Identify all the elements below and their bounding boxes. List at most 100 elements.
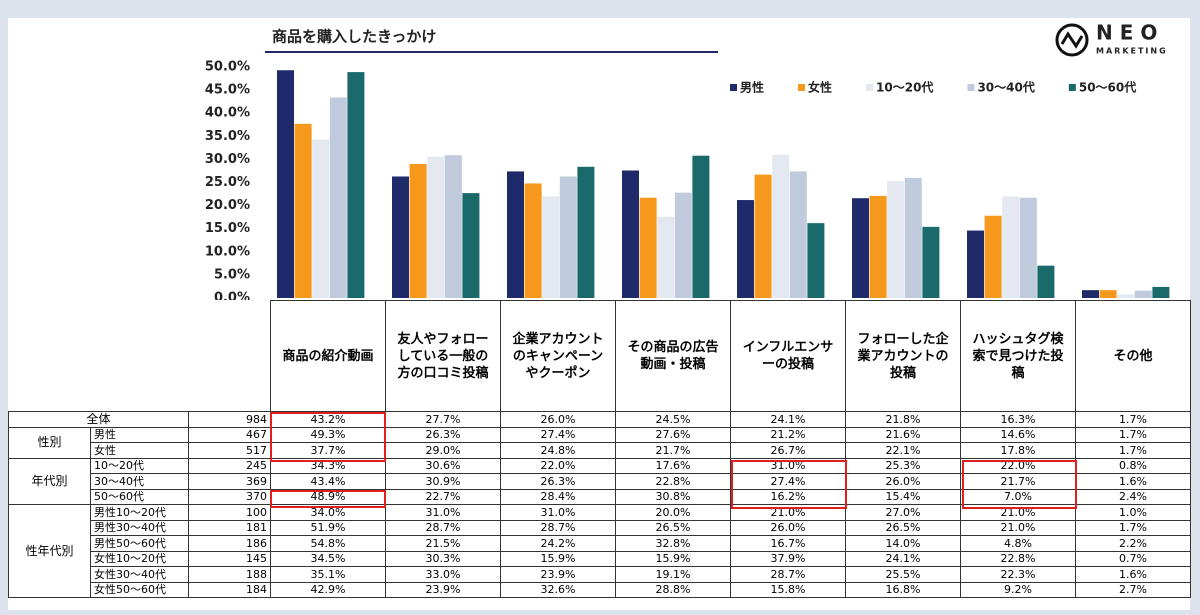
bar (922, 226, 940, 298)
value-cell: 14.6% (960, 426, 1076, 443)
value-cell: 28.7% (730, 566, 846, 583)
bar (1037, 265, 1055, 298)
bar (869, 195, 887, 298)
value-cell: 4.8% (960, 535, 1076, 552)
bar (692, 155, 710, 298)
bar (789, 171, 807, 298)
legend-label: 50～60代 (1079, 80, 1136, 95)
bar (1134, 290, 1152, 298)
table-row: 全体 984 43.2% 27.7% 26.0% 24.5% 24.1% 21.8% 16.3%… (8, 411, 1191, 428)
group-label: 性別 (8, 426, 91, 459)
legend-label: 30～40代 (977, 80, 1034, 95)
highlight-box (731, 460, 847, 509)
bar (622, 170, 639, 298)
header-cell: その他 (1075, 300, 1191, 412)
table-row: 女性10～20代 145 34.5% 30.3% 15.9% 15.9% 37.9% 24.1… (9, 550, 1191, 567)
value-cell: 19.1% (615, 566, 731, 583)
legend-label: 男性 (740, 80, 764, 95)
bar (559, 176, 577, 298)
value-cell: 26.7% (730, 442, 846, 459)
y-tick-label: 40.0% (205, 106, 250, 121)
value-cell: 54.8% (270, 535, 386, 552)
bar (674, 192, 692, 298)
table-row: 男性50～60代 186 54.8% 21.5% 24.2% 32.8% 16.7% 14.0… (9, 535, 1191, 552)
header-cell: インフルエンサーの投稿 (730, 300, 846, 412)
value-cell: 1.7% (1075, 519, 1191, 536)
row-label: 男性10～20代 (90, 504, 189, 521)
value-cell: 28.7% (500, 519, 616, 536)
blank-cell (91, 301, 189, 412)
value-cell: 22.3% (960, 566, 1076, 583)
value-cell: 22.7% (385, 488, 501, 505)
value-cell: 16.3% (960, 411, 1076, 428)
row-label: 女性10～20代 (90, 550, 189, 567)
value-cell: 15.8% (730, 581, 846, 598)
group-label: 年代別 (8, 457, 91, 505)
logo-sub: MARKETING (1096, 47, 1168, 56)
bar (967, 230, 984, 298)
data-table: 商品の紹介動画 友人やフォローしている一般の方の口コミ投稿 企業アカウントのキャンペ… (8, 300, 1191, 598)
value-cell: 30.3% (385, 550, 501, 567)
value-cell: 2.4% (1075, 488, 1191, 505)
row-label: 50～60代 (90, 488, 189, 505)
value-cell: 24.1% (845, 550, 961, 567)
logo-icon-mark (1060, 31, 1084, 49)
value-cell: 24.5% (615, 411, 731, 428)
bar (984, 215, 1002, 298)
value-cell: 21.5% (385, 535, 501, 552)
value-cell: 28.7% (385, 519, 501, 536)
legend-swatch (967, 84, 975, 91)
value-cell: 28.8% (615, 581, 731, 598)
value-cell: 29.0% (385, 442, 501, 459)
value-cell: 1.6% (1075, 566, 1191, 583)
header-cell: その商品の広告動画・投稿 (615, 300, 731, 412)
value-cell: 31.0% (500, 504, 616, 521)
bar (329, 97, 347, 298)
value-cell: 31.0% (385, 504, 501, 521)
bar (294, 123, 312, 299)
value-cell: 17.8% (960, 442, 1076, 459)
sample-size: 370 (188, 488, 271, 505)
value-cell: 21.0% (960, 519, 1076, 536)
value-cell: 43.4% (270, 473, 386, 490)
header-cell: 商品の紹介動画 (270, 300, 386, 412)
value-cell: 9.2% (960, 581, 1076, 598)
bar (542, 196, 560, 298)
legend-swatch (1068, 84, 1076, 91)
sample-size: 369 (188, 473, 271, 490)
bar (657, 216, 675, 298)
blank-cell (189, 301, 271, 412)
value-cell: 26.0% (730, 519, 846, 536)
value-cell: 27.4% (500, 426, 616, 443)
value-cell: 1.7% (1075, 411, 1191, 428)
highlight-box (962, 460, 1077, 509)
value-cell: 22.0% (500, 457, 616, 474)
row-label: 女性50～60代 (90, 581, 189, 598)
group-label: 全体 (8, 411, 189, 428)
header-cell: ハッシュタグ検索で見つけた投稿 (960, 300, 1076, 412)
blank-cell (9, 301, 91, 412)
y-tick-label: 35.0% (205, 129, 250, 144)
row-label: 女性 (90, 442, 189, 459)
value-cell: 37.9% (730, 550, 846, 567)
bar (852, 198, 869, 298)
value-cell: 42.9% (270, 581, 386, 598)
value-cell: 15.9% (500, 550, 616, 567)
row-label: 女性30～40代 (90, 566, 189, 583)
y-tick-label: 45.0% (205, 83, 250, 98)
y-tick-label: 10.0% (205, 244, 250, 259)
value-cell: 23.9% (500, 566, 616, 583)
value-cell: 26.0% (845, 473, 961, 490)
bar (1099, 290, 1117, 298)
value-cell: 22.8% (615, 473, 731, 490)
value-cell: 0.8% (1075, 457, 1191, 474)
table-row: 女性50～60代 184 42.9% 23.9% 32.6% 28.8% 15.8% 16.8… (9, 581, 1191, 598)
value-cell: 24.2% (500, 535, 616, 552)
table-row: 性別 男性 467 49.3% 26.3% 27.4% 27.6% 21.2% 21.6% 14.… (8, 426, 1191, 459)
value-cell: 17.6% (615, 457, 731, 474)
sample-size: 184 (188, 581, 271, 598)
legend-swatch (866, 84, 874, 91)
value-cell: 26.0% (500, 411, 616, 428)
bar (409, 164, 427, 298)
